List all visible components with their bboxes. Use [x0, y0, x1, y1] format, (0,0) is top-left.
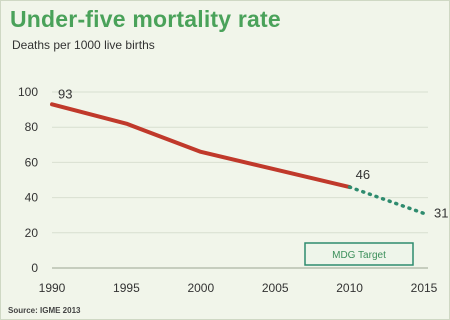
x-axis-ticks: 1990 1995 2000 2005 2010 2015	[39, 281, 438, 295]
series-line-actual	[52, 104, 350, 187]
x-tick-label: 2010	[336, 281, 363, 295]
x-tick-label: 2005	[262, 281, 289, 295]
data-label: 31	[434, 205, 448, 220]
y-tick-label: 80	[25, 120, 39, 134]
y-tick-label: 0	[31, 261, 38, 275]
data-label: 46	[356, 167, 370, 182]
x-tick-label: 1995	[113, 281, 140, 295]
legend: MDG Target	[305, 243, 413, 265]
y-tick-label: 100	[18, 85, 38, 99]
data-label: 93	[58, 86, 72, 101]
legend-label: MDG Target	[332, 250, 386, 261]
x-tick-label: 1990	[39, 281, 66, 295]
x-tick-label: 2000	[187, 281, 214, 295]
series-line-target	[350, 187, 424, 213]
y-axis-ticks: 0 20 40 60 80 100	[18, 85, 38, 275]
series-lines	[52, 104, 424, 213]
y-tick-label: 20	[25, 226, 39, 240]
y-tick-label: 40	[25, 191, 39, 205]
y-tick-label: 60	[25, 155, 39, 169]
chart-source: Source: IGME 2013	[8, 306, 80, 315]
x-tick-label: 2015	[411, 281, 438, 295]
